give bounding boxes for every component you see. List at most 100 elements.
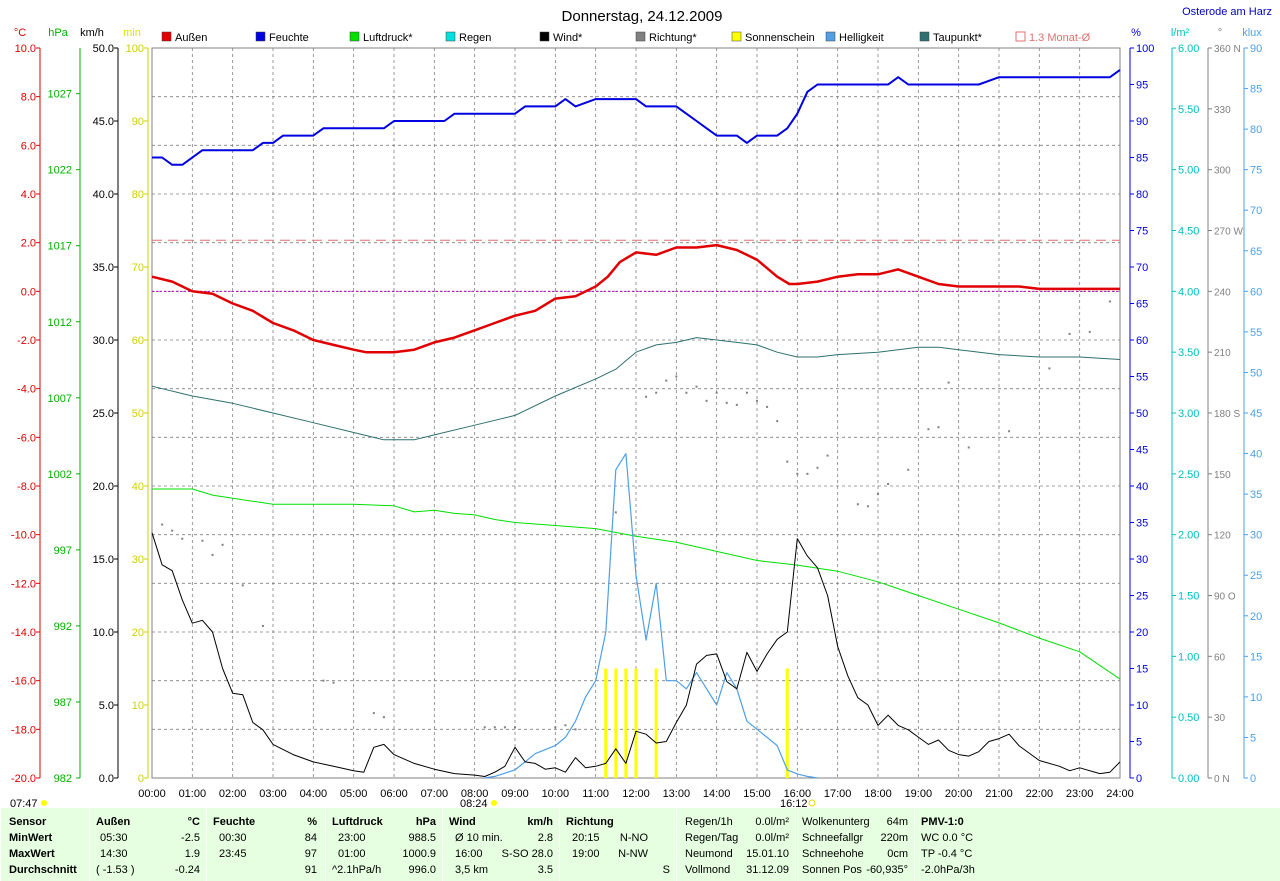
x-tick-label: 15:00 — [743, 788, 771, 800]
x-tick-label: 09:00 — [501, 788, 529, 800]
wind-avg10-label: Ø 10 min. — [455, 832, 503, 844]
direction-point — [766, 405, 769, 408]
richtung-max-value: N-NW — [618, 848, 648, 860]
pressure-tick-label: 1002 — [48, 469, 72, 481]
temp-tick-label: 6.0 — [21, 140, 36, 152]
temp-tick-label: -2.0 — [17, 335, 36, 347]
direction-tick-label: 240 — [1214, 287, 1231, 298]
series-line-feuchte — [152, 69, 1121, 166]
light-tick-label: 10 — [1250, 692, 1262, 704]
weather-chart: Donnerstag, 24.12.2009 Osterode am Harz … — [10, 6, 1272, 808]
legend-swatch — [635, 31, 646, 42]
humidity-tick-label: 80 — [1136, 189, 1148, 201]
direction-tick-label: 270 W — [1214, 227, 1243, 238]
legend-swatch — [1015, 31, 1026, 42]
wind-tick-label: 25.0 — [93, 408, 114, 420]
sun-tick-label: 80 — [132, 189, 144, 201]
taupunkt-value: TP -0.4 °C — [921, 848, 973, 860]
legend-label: Wind* — [553, 32, 583, 44]
wind-avg-value: 3.5 — [537, 864, 553, 876]
humidity-tick-label: 25 — [1136, 591, 1148, 603]
sun-on-time: 08:24 — [460, 798, 488, 808]
legend-label: Helligkeit — [839, 32, 884, 44]
direction-point — [503, 726, 506, 729]
aussen-min-time: 05:30 — [100, 832, 128, 844]
feuchte-avg-value: 91 — [304, 864, 317, 876]
vollmond-label: Vollmond — [685, 864, 731, 876]
wind-tick-label: 40.0 — [93, 189, 114, 201]
direction-tick-label: 90 O — [1214, 592, 1236, 603]
pressure-tick-label: 1027 — [48, 89, 72, 101]
direction-tick-label: 360 N — [1214, 44, 1241, 55]
pressure-trend-value: -2.0hPa/3h — [921, 864, 975, 876]
legend-label: Richtung* — [649, 32, 697, 44]
direction-point — [211, 553, 214, 556]
humidity-tick-label: 90 — [1136, 116, 1148, 128]
temp-tick-label: -4.0 — [17, 384, 36, 396]
light-tick-label: 60 — [1250, 286, 1262, 298]
windchill-value: WC 0.0 °C — [921, 832, 974, 844]
direction-point — [1088, 330, 1091, 333]
light-tick-label: 55 — [1250, 327, 1262, 339]
sun-tick-label: 50 — [132, 408, 144, 420]
legend-label: Feuchte — [269, 32, 309, 44]
direction-point — [221, 543, 224, 546]
direction-point — [382, 716, 385, 719]
light-tick-label: 75 — [1250, 165, 1262, 177]
legend-swatch — [349, 31, 360, 42]
direction-point — [856, 503, 859, 506]
max-row-label: MaxWert — [9, 848, 55, 860]
direction-tick-label: 60 — [1214, 652, 1226, 663]
humidity-tick-label: 20 — [1136, 627, 1148, 639]
direction-point — [866, 505, 869, 508]
direction-point — [161, 523, 164, 526]
humidity-tick-label: 75 — [1136, 226, 1148, 238]
direction-point — [967, 446, 970, 449]
temp-tick-label: -14.0 — [11, 627, 36, 639]
x-tick-label: 19:00 — [905, 788, 933, 800]
humidity-tick-label: 60 — [1136, 335, 1148, 347]
feuchte-min-value: 84 — [304, 832, 317, 844]
direction-tick-label: 180 S — [1214, 409, 1240, 420]
legend-label: Regen — [459, 32, 491, 44]
light-tick-label: 20 — [1250, 611, 1262, 623]
legend-label: Taupunkt* — [933, 32, 983, 44]
direction-tick-label: 120 — [1214, 531, 1231, 542]
rain-tick-label: 3.00 — [1178, 408, 1199, 420]
humidity-tick-label: 35 — [1136, 518, 1148, 530]
rain-tick-label: 6.00 — [1178, 43, 1199, 55]
wind-unit: km/h — [527, 816, 553, 828]
light-tick-label: 30 — [1250, 530, 1262, 542]
pressure-tick-label: 987 — [54, 697, 72, 709]
legend-label: Luftdruck* — [363, 32, 413, 44]
regen-tag-value: 0.0l/m² — [755, 832, 789, 844]
richtung-avg-value: S — [662, 864, 670, 876]
x-tick-label: 22:00 — [1026, 788, 1054, 800]
luftdruck-max-time: 01:00 — [338, 848, 366, 860]
direction-point — [907, 468, 910, 471]
wolkenunterg-value: 64m — [886, 816, 908, 828]
series-line-helligkeit — [484, 453, 818, 779]
direction-point — [514, 726, 516, 729]
wolkenunterg-label: Wolkenunterg — [802, 816, 870, 828]
direction-point — [947, 381, 950, 384]
direction-point — [745, 391, 748, 394]
direction-point — [1068, 332, 1071, 335]
humidity-tick-label: 30 — [1136, 554, 1148, 566]
temp-tick-label: -12.0 — [11, 578, 36, 590]
humidity-tick-label: 40 — [1136, 481, 1148, 493]
richtung-min-value: N-NO — [619, 832, 648, 844]
pressure-tick-label: 1007 — [48, 393, 72, 405]
x-tick-label: 00:00 — [138, 788, 166, 800]
light-tick-label: 35 — [1250, 489, 1262, 501]
min-row-label: MinWert — [9, 832, 53, 844]
rain-tick-label: 5.00 — [1178, 165, 1199, 177]
wind-max-time: 16:00 — [455, 848, 483, 860]
direction-point — [483, 726, 486, 729]
wind-tick-label: 5.0 — [99, 700, 114, 712]
light-unit-label: klux — [1242, 27, 1262, 39]
pressure-tick-label: 1022 — [48, 165, 72, 177]
x-tick-label: 10:00 — [542, 788, 570, 800]
humidity-tick-label: 70 — [1136, 262, 1148, 274]
sun-unit-label: min — [123, 27, 141, 39]
